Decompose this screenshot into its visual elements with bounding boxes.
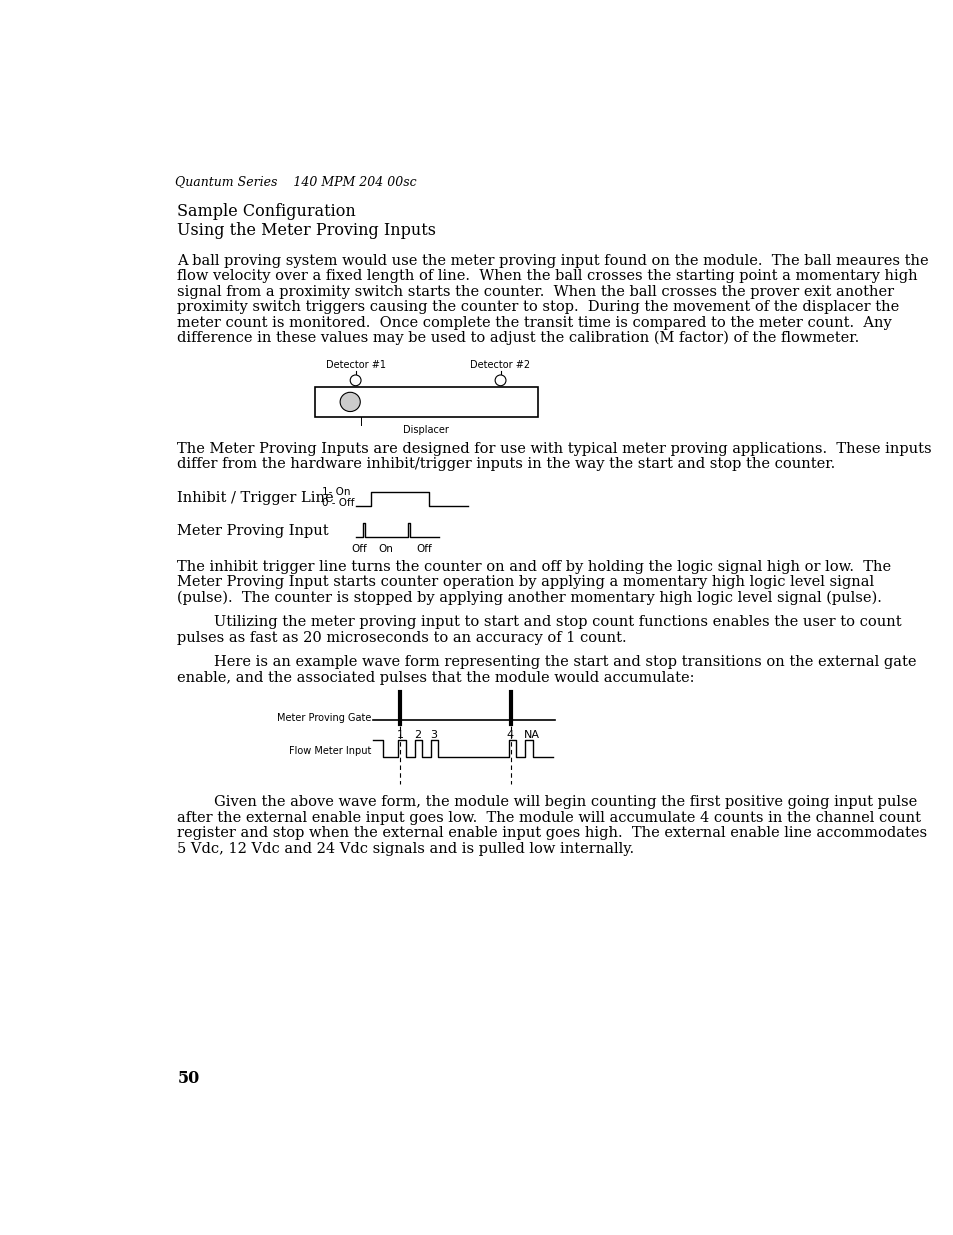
Text: meter count is monitored.  Once complete the transit time is compared to the met: meter count is monitored. Once complete … [177,316,891,330]
Text: Displacer: Displacer [403,425,449,435]
Text: enable, and the associated pulses that the module would accumulate:: enable, and the associated pulses that t… [177,671,694,684]
Text: 5 Vdc, 12 Vdc and 24 Vdc signals and is pulled low internally.: 5 Vdc, 12 Vdc and 24 Vdc signals and is … [177,841,634,856]
Text: Using the Meter Proving Inputs: Using the Meter Proving Inputs [177,222,436,238]
Text: 2: 2 [414,730,420,740]
Text: differ from the hardware inhibit/trigger inputs in the way the start and stop th: differ from the hardware inhibit/trigger… [177,457,835,472]
Text: difference in these values may be used to adjust the calibration (M factor) of t: difference in these values may be used t… [177,331,859,346]
Text: Off: Off [352,543,367,553]
Circle shape [350,375,360,385]
Text: Meter Proving Input starts counter operation by applying a momentary high logic : Meter Proving Input starts counter opera… [177,576,874,589]
Text: Quantum Series    140 MPM 204 00sc: Quantum Series 140 MPM 204 00sc [174,175,416,188]
Text: proximity switch triggers causing the counter to stop.  During the movement of t: proximity switch triggers causing the co… [177,300,899,314]
Text: On: On [378,543,393,553]
Text: (pulse).  The counter is stopped by applying another momentary high logic level : (pulse). The counter is stopped by apply… [177,590,882,605]
Text: 1- On: 1- On [322,487,351,496]
Text: A ball proving system would use the meter proving input found on the module.  Th: A ball proving system would use the mete… [177,254,928,268]
Text: flow velocity over a fixed length of line.  When the ball crosses the starting p: flow velocity over a fixed length of lin… [177,269,917,284]
Text: Inhibit / Trigger Line: Inhibit / Trigger Line [177,490,334,505]
Text: Off: Off [416,543,432,553]
Text: Detector #1: Detector #1 [325,361,385,370]
Text: Here is an example wave form representing the start and stop transitions on the : Here is an example wave form representin… [177,656,916,669]
Text: 0 - Off: 0 - Off [322,498,355,508]
Circle shape [495,375,505,385]
Text: The Meter Proving Inputs are designed for use with typical meter proving applica: The Meter Proving Inputs are designed fo… [177,442,931,456]
Text: 4: 4 [506,730,513,740]
Text: signal from a proximity switch starts the counter.  When the ball crosses the pr: signal from a proximity switch starts th… [177,285,894,299]
Ellipse shape [340,393,360,411]
Text: Utilizing the meter proving input to start and stop count functions enables the : Utilizing the meter proving input to sta… [177,615,901,629]
Bar [314,387,537,417]
Text: NA: NA [524,730,539,740]
Text: The inhibit trigger line turns the counter on and off by holding the logic signa: The inhibit trigger line turns the count… [177,559,890,574]
Text: Meter Proving Input: Meter Proving Input [177,525,329,538]
Text: register and stop when the external enable input goes high.  The external enable: register and stop when the external enab… [177,826,926,840]
Text: after the external enable input goes low.  The module will accumulate 4 counts i: after the external enable input goes low… [177,811,921,825]
Text: Given the above wave form, the module will begin counting the first positive goi: Given the above wave form, the module wi… [177,795,917,809]
Text: 3: 3 [430,730,436,740]
Text: Sample Configuration: Sample Configuration [177,203,355,220]
Text: 1: 1 [396,730,404,740]
Text: pulses as fast as 20 microseconds to an accuracy of 1 count.: pulses as fast as 20 microseconds to an … [177,631,626,645]
Text: 50: 50 [177,1070,199,1087]
Text: Meter Proving Gate: Meter Proving Gate [276,714,371,724]
Text: Detector #2: Detector #2 [470,361,530,370]
Text: Flow Meter Input: Flow Meter Input [289,746,371,757]
